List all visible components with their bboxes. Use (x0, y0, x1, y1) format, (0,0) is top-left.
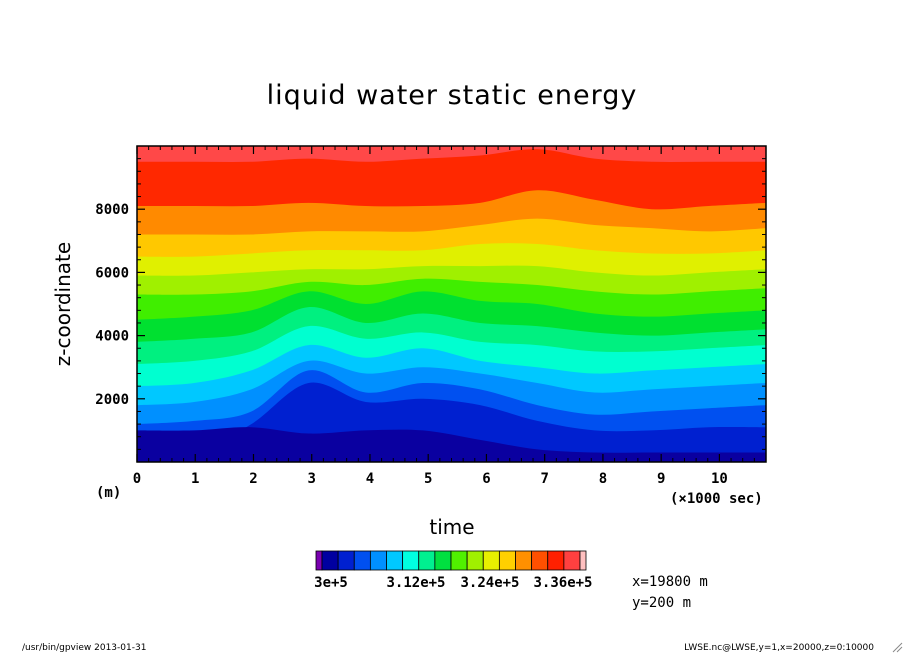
y-tick-label: 2000 (95, 392, 129, 408)
x-tick-label: 0 (133, 471, 141, 487)
x-unit-label: (×1000 sec) (670, 491, 763, 507)
colorbar (315, 550, 587, 571)
colorbar-label: 3e+5 (314, 575, 348, 591)
colorbar-label: 3.24e+5 (460, 575, 519, 591)
x-tick-label: 8 (599, 471, 607, 487)
colorbar-label: 3.12e+5 (386, 575, 445, 591)
colorbar-swatch (402, 550, 420, 571)
colorbar-labels: 3e+5 3.12e+5 3.24e+5 3.36e+5 (314, 575, 592, 591)
y-axis-label: z-coordinate (51, 242, 75, 366)
colorbar-swatch (579, 550, 587, 571)
y-unit-label: (m) (96, 485, 121, 501)
y-tick-label: 8000 (95, 202, 129, 218)
colorbar-swatch (515, 550, 533, 571)
colorbar-swatch (337, 550, 355, 571)
x-tick-label: 10 (711, 471, 728, 487)
colorbar-swatch (531, 550, 549, 571)
resize-grip-icon[interactable] (892, 642, 903, 653)
colorbar-swatch (369, 550, 387, 571)
colorbar-label: 3.36e+5 (533, 575, 592, 591)
x-tick-label: 2 (249, 471, 257, 487)
annotation-y: y=200 m (632, 595, 691, 611)
colorbar-swatch (482, 550, 500, 571)
footer-right: LWSE.nc@LWSE,y=1,x=20000,z=0:10000 (684, 643, 874, 653)
x-tick-label: 7 (540, 471, 548, 487)
colorbar-swatch (450, 550, 468, 571)
colorbar-swatch (386, 550, 404, 571)
x-tick-label: 1 (191, 471, 199, 487)
colorbar-swatch (466, 550, 484, 571)
colorbar-swatch (353, 550, 371, 571)
x-tick-label: 4 (366, 471, 374, 487)
colorbar-swatch (321, 550, 339, 571)
x-axis-label: time (429, 515, 474, 539)
annotation-x: x=19800 m (632, 574, 708, 590)
x-tick-label: 5 (424, 471, 432, 487)
x-tick-label: 6 (482, 471, 490, 487)
plot-area (137, 146, 766, 463)
colorbar-swatch (418, 550, 436, 571)
y-axis: 2000 4000 6000 8000 (95, 158, 766, 450)
colorbar-swatch (498, 550, 516, 571)
colorbar-swatch (563, 550, 581, 571)
colorbar-swatch (547, 550, 565, 571)
x-axis: 0 1 2 3 4 5 6 7 8 9 10 (133, 146, 767, 487)
y-tick-label: 4000 (95, 329, 129, 345)
x-tick-label: 3 (308, 471, 316, 487)
x-tick-label: 9 (657, 471, 665, 487)
chart-title: liquid water static energy (267, 80, 638, 111)
colorbar-swatch (315, 550, 323, 571)
colorbar-swatch (434, 550, 452, 571)
footer-left: /usr/bin/gpview 2013-01-31 (22, 643, 146, 653)
y-tick-label: 6000 (95, 265, 129, 281)
contour-band-1 (137, 427, 766, 462)
